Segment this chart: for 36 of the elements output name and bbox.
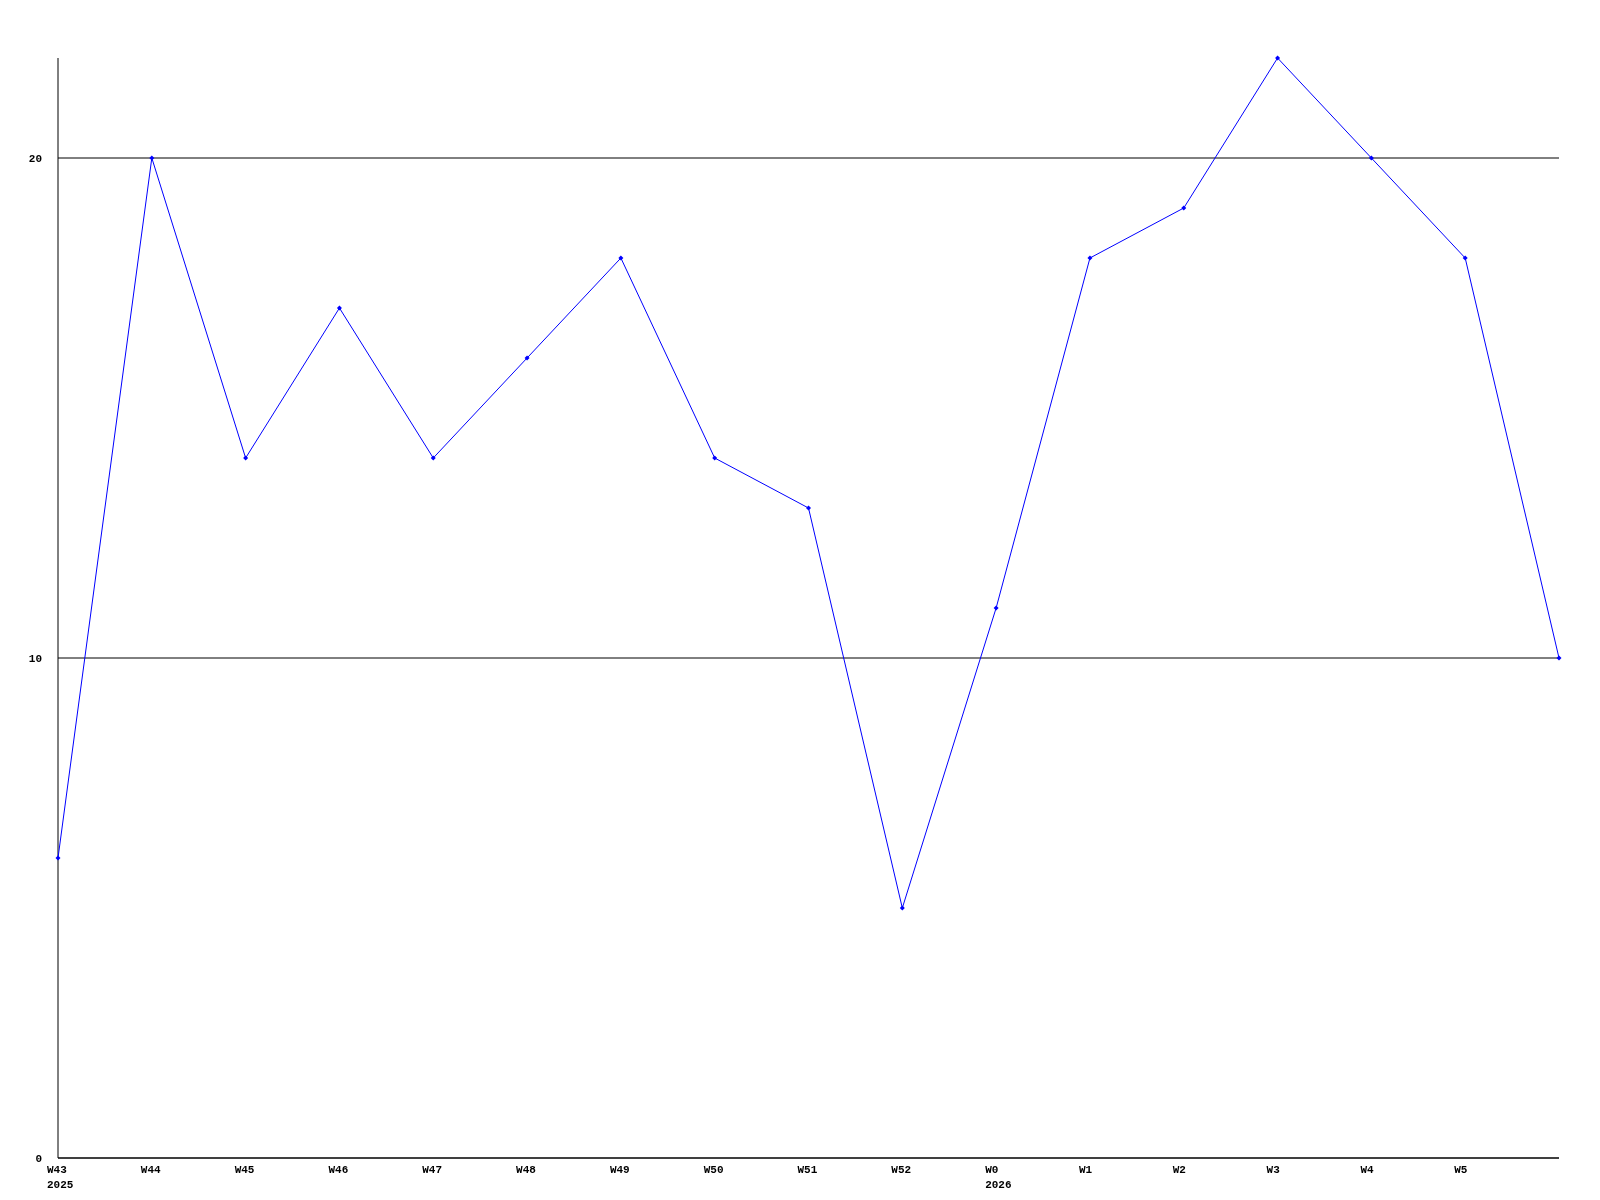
point xyxy=(336,305,342,311)
x-tick-label: W52 xyxy=(891,1164,912,1176)
x-tick-label: W2 xyxy=(1172,1164,1186,1176)
y-tick-label: 0 xyxy=(35,1153,42,1165)
x-tick-label: W43 2025 xyxy=(47,1164,74,1191)
x-tick-label: W45 xyxy=(234,1164,255,1176)
point xyxy=(1462,255,1468,261)
point xyxy=(55,855,61,861)
point xyxy=(149,155,155,161)
point xyxy=(1275,55,1281,61)
point xyxy=(524,355,530,361)
x-tick-label: W50 xyxy=(703,1164,724,1176)
x-tick-label: W3 xyxy=(1266,1164,1281,1176)
x-tick-label: W4 xyxy=(1360,1164,1374,1176)
point xyxy=(899,905,905,911)
point xyxy=(1556,655,1562,661)
x-tick-label: W48 xyxy=(516,1164,537,1176)
x-tick-label: W5 xyxy=(1454,1164,1468,1176)
point xyxy=(243,455,249,461)
x-tick-label: W47 xyxy=(422,1164,443,1176)
x-tick-label: W51 xyxy=(797,1164,818,1176)
point xyxy=(1087,255,1093,261)
y-tick-label: 20 xyxy=(28,153,42,165)
point xyxy=(806,505,811,511)
point xyxy=(1368,155,1374,161)
point xyxy=(430,455,436,461)
point xyxy=(1181,205,1187,211)
x-tick-label: W44 xyxy=(140,1164,162,1176)
x-tick-label: W0 2026 xyxy=(985,1164,1012,1191)
point xyxy=(993,605,999,611)
point xyxy=(712,455,718,461)
x-tick-label: W49 xyxy=(609,1164,630,1176)
y-tick-label: 10 xyxy=(28,653,42,665)
point xyxy=(618,255,624,261)
x-tick-label: W46 xyxy=(328,1164,349,1176)
x-tick-label: W1 xyxy=(1078,1164,1093,1176)
